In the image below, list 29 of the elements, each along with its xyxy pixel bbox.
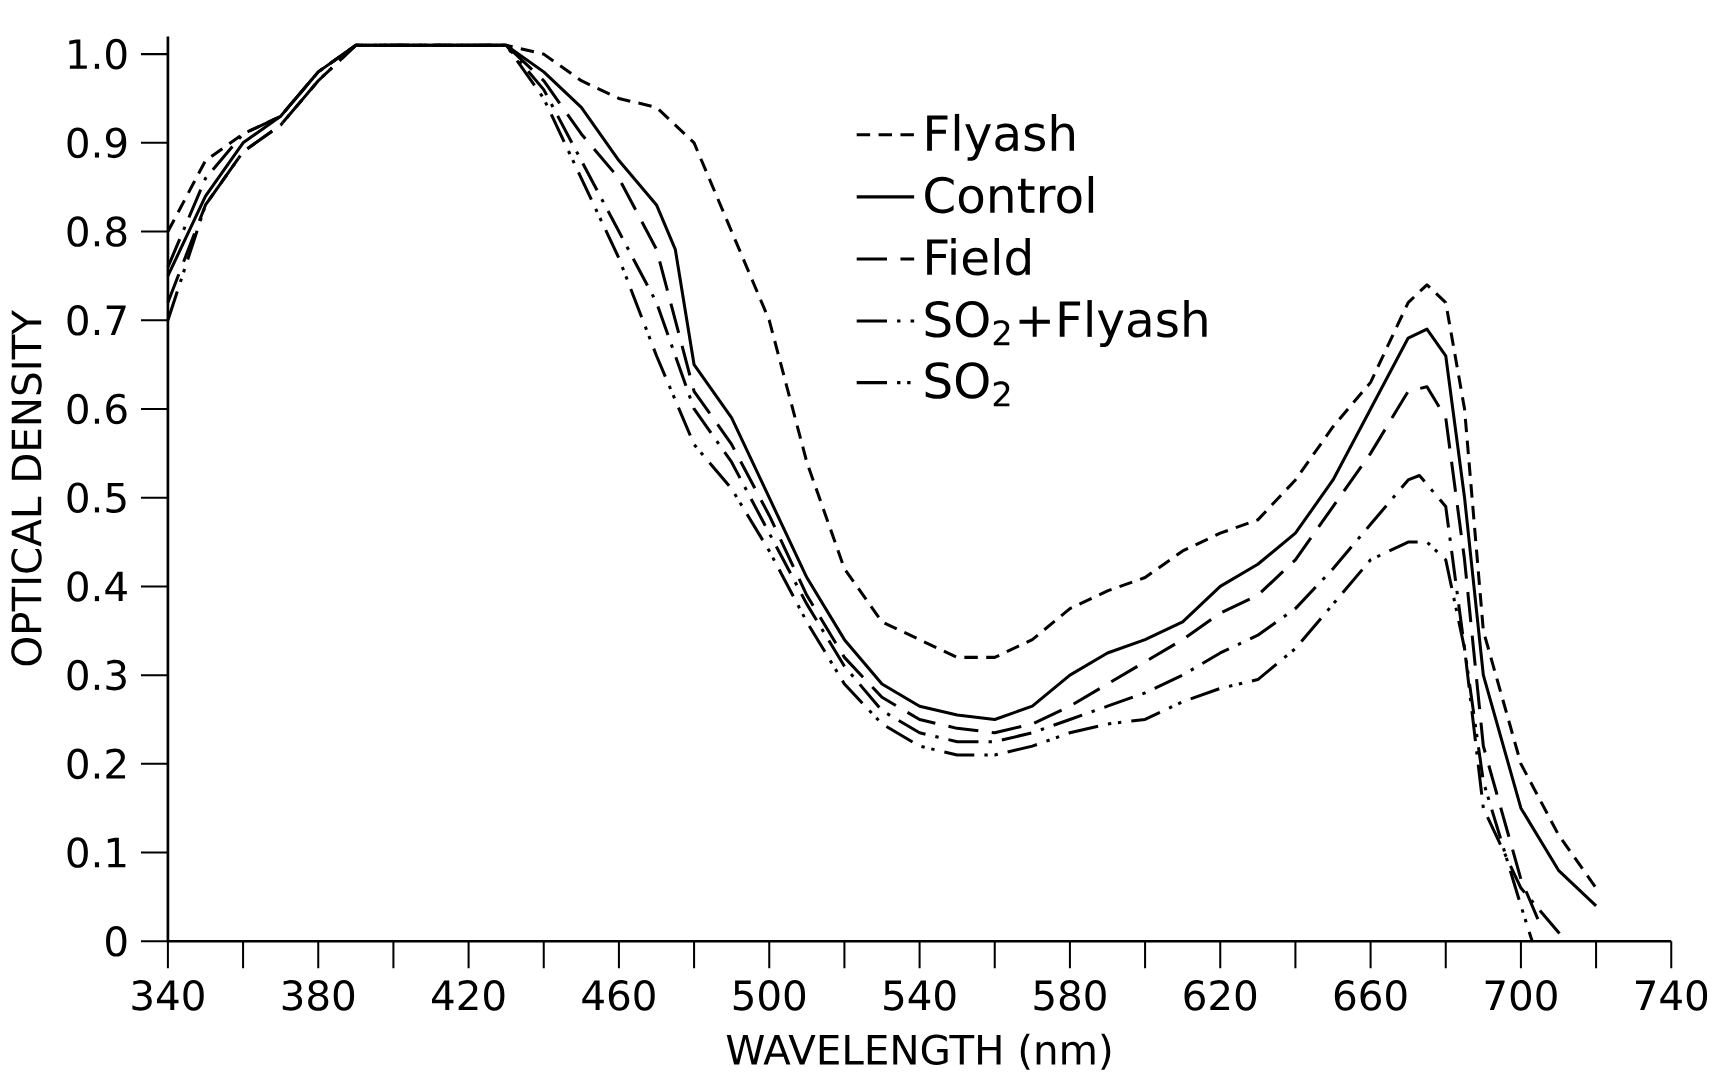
x-tick-label: 700 [1485, 980, 1557, 1011]
legend-label: Field [927, 238, 1030, 276]
y-tick-label: 0.7 [67, 305, 126, 336]
legend-label: SO$_{2}$ [925, 362, 1010, 407]
y-tick-label: 0.6 [67, 393, 127, 425]
y-tick-label: 0.5 [67, 482, 126, 514]
x-tick-label: 420 [431, 980, 505, 1011]
y-tick-label: 0.3 [67, 659, 126, 691]
legend-label: Flyash [927, 113, 1074, 161]
x-tick-label: 660 [1334, 980, 1407, 1011]
x-tick-label: 460 [582, 980, 655, 1011]
y-tick-label: 0 [106, 926, 127, 957]
x-tick-label: 740 [1636, 980, 1708, 1011]
y-tick-label: 1.0 [69, 38, 127, 70]
x-tick-label: 540 [884, 980, 956, 1011]
y-tick-label: 0.2 [67, 748, 126, 780]
x-tick-label: 580 [1034, 980, 1106, 1011]
y-tick-label: 0.9 [67, 127, 127, 159]
x-tick-label: 620 [1184, 980, 1257, 1011]
y-tick-label: 0.1 [67, 837, 126, 868]
x-tick-label: 500 [733, 980, 806, 1011]
legend-label: Control [925, 176, 1094, 214]
y-tick-label: 0.4 [67, 571, 127, 602]
y-axis-title: OPTICAL DENSITY [11, 310, 42, 666]
legend-label: SO$_{2}$+Flyash [925, 300, 1207, 347]
x-tick-label: 340 [132, 980, 204, 1011]
x-axis-title: WAVELENGTH (nm) [726, 1033, 1111, 1070]
x-tick-label: 380 [282, 980, 355, 1011]
y-tick-label: 0.8 [67, 216, 127, 247]
